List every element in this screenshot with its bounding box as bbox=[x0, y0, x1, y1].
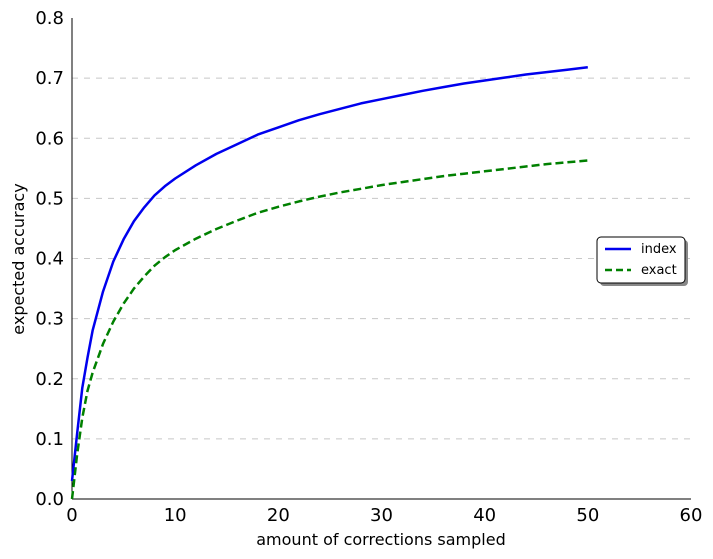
y-tick-label: 0.3 bbox=[35, 309, 64, 330]
y-tick-labels: 0.0 0.1 0.2 0.3 0.4 0.5 0.6 0.7 0.8 bbox=[35, 8, 64, 510]
series-line-index bbox=[70, 66, 588, 482]
x-tick-label: 60 bbox=[680, 505, 703, 526]
y-tick-label: 0.5 bbox=[35, 188, 64, 209]
y-tick-label: 0.2 bbox=[35, 369, 64, 390]
legend: index exact bbox=[596, 236, 688, 286]
y-tick-label: 0.4 bbox=[35, 249, 64, 270]
x-tick-label: 0 bbox=[66, 505, 77, 526]
x-tick-label: 20 bbox=[267, 505, 290, 526]
series-line-exact bbox=[70, 159, 588, 500]
x-tick-labels: 0 10 20 30 40 50 60 bbox=[66, 505, 702, 526]
x-tick-label: 10 bbox=[164, 505, 187, 526]
y-tick-label: 0.1 bbox=[35, 429, 64, 450]
legend-label-exact: exact bbox=[641, 263, 677, 278]
x-tick-label: 50 bbox=[576, 505, 599, 526]
x-tick-label: 40 bbox=[473, 505, 496, 526]
y-axis-label: expected accuracy bbox=[9, 183, 28, 334]
y-tick-label: 0.8 bbox=[35, 8, 64, 29]
y-tick-label: 0.6 bbox=[35, 128, 64, 149]
y-tick-label: 0.0 bbox=[35, 489, 64, 510]
x-axis-label: amount of corrections sampled bbox=[256, 530, 505, 549]
y-tick-label: 0.7 bbox=[35, 68, 64, 89]
axes bbox=[71, 18, 691, 500]
x-tick-label: 30 bbox=[370, 505, 393, 526]
data-series bbox=[70, 66, 588, 500]
legend-label-index: index bbox=[641, 242, 677, 257]
